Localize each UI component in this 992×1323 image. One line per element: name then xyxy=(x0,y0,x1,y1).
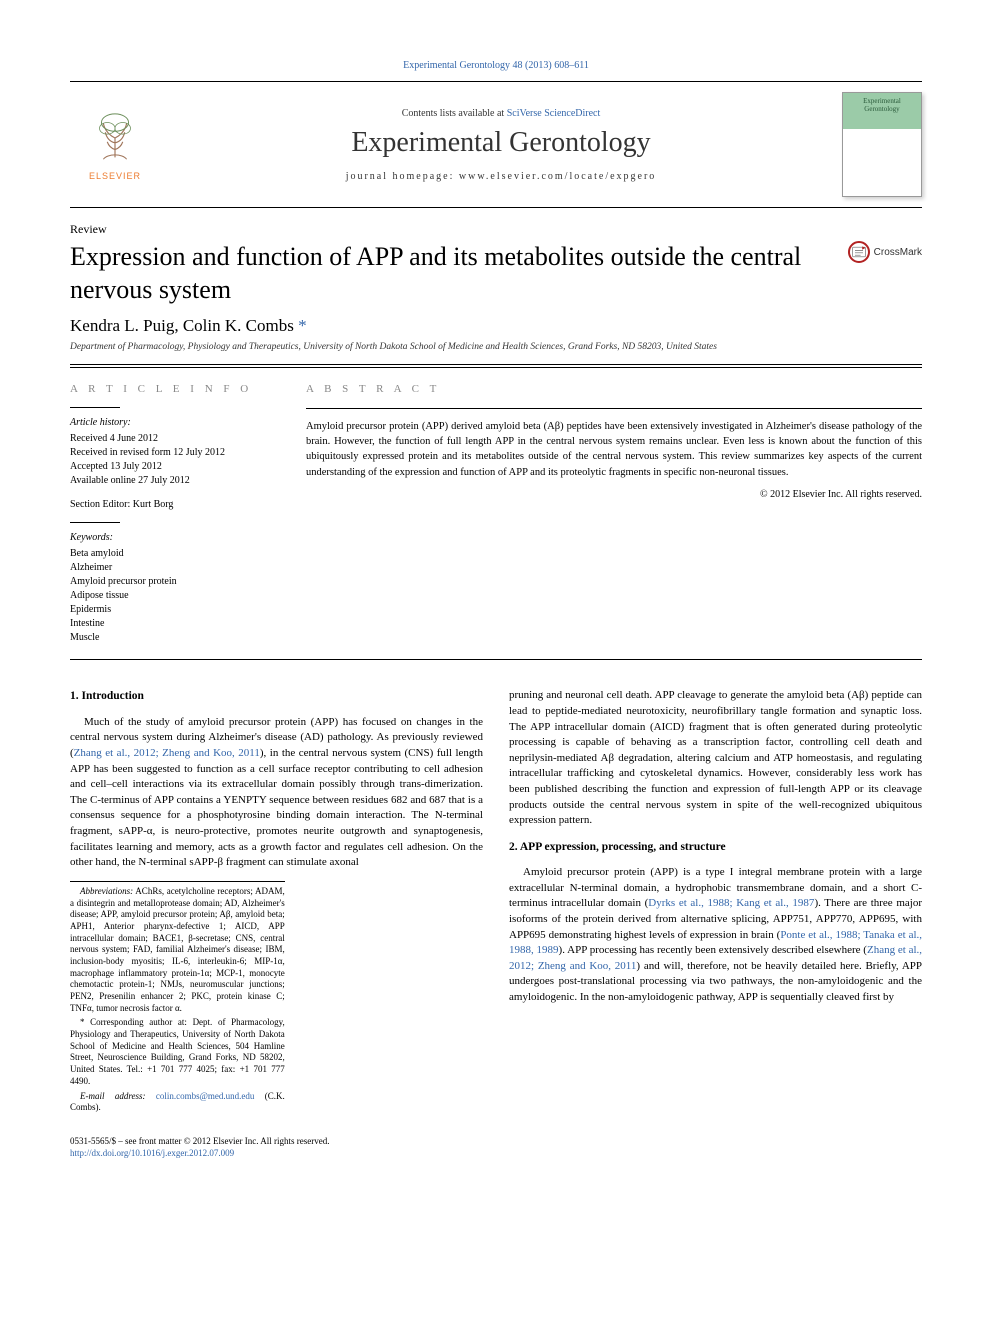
abbreviations-footnote: Abbreviations: AChRs, acetylcholine rece… xyxy=(70,886,285,1015)
divider xyxy=(70,364,922,365)
running-header: Experimental Gerontology 48 (2013) 608–6… xyxy=(70,60,922,79)
abstract-heading: A B S T R A C T xyxy=(306,382,922,398)
abbrev-label: Abbreviations: xyxy=(80,886,133,896)
citation-link[interactable]: Dyrks et al., 1988; Kang et al., 1987 xyxy=(648,897,814,909)
homepage-url: www.elsevier.com/locate/expgero xyxy=(459,171,656,182)
issn-line: 0531-5565/$ – see front matter © 2012 El… xyxy=(70,1136,483,1148)
keyword: Beta amyloid xyxy=(70,547,280,561)
elsevier-wordmark: ELSEVIER xyxy=(86,171,144,181)
body-text: ), in the central nervous system (CNS) f… xyxy=(70,747,483,868)
elsevier-logo: ELSEVIER xyxy=(86,109,144,181)
body-text: ). APP processing has recently been exte… xyxy=(559,944,867,956)
article-history-label: Article history: xyxy=(70,416,280,430)
journal-name: Experimental Gerontology xyxy=(170,127,832,159)
corresponding-author-marker[interactable]: * xyxy=(298,316,307,335)
history-line: Received 4 June 2012 xyxy=(70,432,280,446)
history-line: Received in revised form 12 July 2012 xyxy=(70,446,280,460)
section-editor: Section Editor: Kurt Borg xyxy=(70,498,280,512)
abbrev-text: AChRs, acetylcholine receptors; ADAM, a … xyxy=(70,886,285,1013)
contents-prefix: Contents lists available at xyxy=(402,108,507,119)
email-label: E-mail address: xyxy=(80,1091,156,1101)
short-divider xyxy=(70,522,120,523)
corr-label: * Corresponding author at: xyxy=(80,1017,193,1027)
doi-link[interactable]: http://dx.doi.org/10.1016/j.exger.2012.0… xyxy=(70,1148,234,1158)
article-title: Expression and function of APP and its m… xyxy=(70,241,832,306)
page-root: Experimental Gerontology 48 (2013) 608–6… xyxy=(0,0,992,1199)
journal-homepage-line: journal homepage: www.elsevier.com/locat… xyxy=(170,171,832,182)
crossmark-label: CrossMark xyxy=(874,247,922,258)
cover-title-text: Experimental Gerontology xyxy=(847,97,917,113)
email-footnote: E-mail address: colin.combs@med.und.edu … xyxy=(70,1091,285,1114)
article-type-label: Review xyxy=(70,222,922,237)
author-list: Kendra L. Puig, Colin K. Combs * xyxy=(70,316,922,336)
keyword: Muscle xyxy=(70,631,280,645)
masthead: ELSEVIER Contents lists available at Sci… xyxy=(70,84,922,205)
crossmark-icon xyxy=(848,241,870,263)
email-link[interactable]: colin.combs@med.und.edu xyxy=(156,1091,255,1101)
running-header-link[interactable]: Experimental Gerontology 48 (2013) 608–6… xyxy=(403,60,589,71)
corr-text: Dept. of Pharmacology, Physiology and Th… xyxy=(70,1017,285,1085)
bottom-meta: 0531-5565/$ – see front matter © 2012 El… xyxy=(70,1136,483,1159)
author-affiliation: Department of Pharmacology, Physiology a… xyxy=(70,342,922,352)
publisher-logo-block: ELSEVIER xyxy=(70,97,160,192)
divider xyxy=(70,207,922,208)
body-columns: 1. Introduction Much of the study of amy… xyxy=(70,688,922,1159)
article-info-heading: A R T I C L E I N F O xyxy=(70,382,280,397)
homepage-label: journal homepage: xyxy=(346,171,459,182)
citation-link[interactable]: Zhang et al., 2012; Zheng and Koo, 2011 xyxy=(74,747,260,759)
keyword: Adipose tissue xyxy=(70,589,280,603)
divider xyxy=(306,408,922,409)
keyword: Intestine xyxy=(70,617,280,631)
body-paragraph: Amyloid precursor protein (APP) is a typ… xyxy=(509,865,922,1005)
keyword: Alzheimer xyxy=(70,561,280,575)
keyword: Epidermis xyxy=(70,603,280,617)
abstract-column: A B S T R A C T Amyloid precursor protei… xyxy=(306,368,922,659)
body-paragraph: pruning and neuronal cell death. APP cle… xyxy=(509,688,922,828)
title-row: Expression and function of APP and its m… xyxy=(70,241,922,316)
elsevier-tree-icon xyxy=(86,109,144,167)
contents-available-line: Contents lists available at SciVerse Sci… xyxy=(170,108,832,119)
body-paragraph: Much of the study of amyloid precursor p… xyxy=(70,715,483,871)
abstract-text: Amyloid precursor protein (APP) derived … xyxy=(306,419,922,480)
journal-cover-thumb: Experimental Gerontology xyxy=(842,92,922,197)
masthead-center: Contents lists available at SciVerse Sci… xyxy=(160,108,842,182)
body-col-left: 1. Introduction Much of the study of amy… xyxy=(70,688,483,1159)
footnotes-block: Abbreviations: AChRs, acetylcholine rece… xyxy=(70,881,285,1114)
history-line: Available online 27 July 2012 xyxy=(70,474,280,488)
keywords-label: Keywords: xyxy=(70,531,280,545)
article-info-column: A R T I C L E I N F O Article history: R… xyxy=(70,368,280,659)
keyword: Amyloid precursor protein xyxy=(70,575,280,589)
short-divider xyxy=(70,407,120,408)
body-col-right: pruning and neuronal cell death. APP cle… xyxy=(509,688,922,1159)
sciencedirect-link[interactable]: SciVerse ScienceDirect xyxy=(507,108,601,119)
history-line: Accepted 13 July 2012 xyxy=(70,460,280,474)
section-heading-2: 2. APP expression, processing, and struc… xyxy=(509,839,922,855)
journal-cover-image: Experimental Gerontology xyxy=(842,92,922,197)
abstract-copyright: © 2012 Elsevier Inc. All rights reserved… xyxy=(306,488,922,503)
section-heading-1: 1. Introduction xyxy=(70,688,483,704)
article-info-abstract-row: A R T I C L E I N F O Article history: R… xyxy=(70,367,922,660)
corresponding-author-footnote: * Corresponding author at: Dept. of Phar… xyxy=(70,1017,285,1087)
crossmark-badge[interactable]: CrossMark xyxy=(848,241,922,263)
authors-text: Kendra L. Puig, Colin K. Combs xyxy=(70,316,298,335)
divider xyxy=(70,81,922,82)
